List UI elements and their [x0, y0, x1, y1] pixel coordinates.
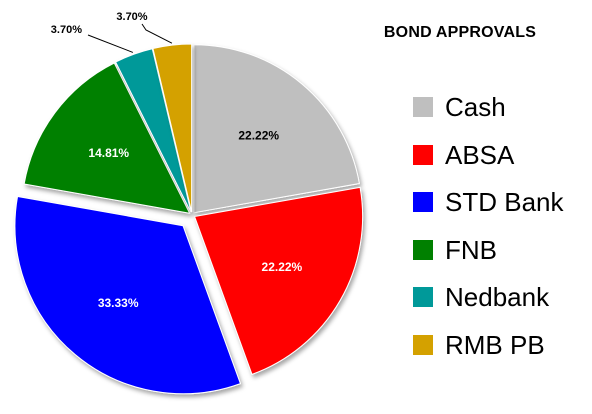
- pie-slice-cash: [193, 44, 360, 214]
- data-label-fnb: 14.81%: [88, 146, 129, 160]
- legend-label-cash: Cash: [445, 92, 506, 122]
- chart-title: BOND APPROVALS: [383, 24, 537, 41]
- leader-line-nedbank: [87, 34, 134, 53]
- pie-slice-rmb-pb: [152, 43, 193, 213]
- legend-label-fnb: FNB: [445, 234, 497, 265]
- legend-swatch-nedbank: [413, 287, 433, 308]
- legend-item-absa: ABSA: [400, 136, 580, 174]
- legend: Cash ABSA STD Bank FNB Nedbank RMB PB: [400, 88, 580, 374]
- pie-slice-std-bank: [14, 195, 242, 395]
- legend-item-nedbank: Nedbank: [400, 278, 580, 316]
- data-label-absa: 22.22%: [262, 260, 303, 274]
- pie-slice-nedbank: [114, 48, 192, 213]
- legend-label-nedbank: Nedbank: [445, 282, 550, 313]
- legend-label-rmb-pb: RMB PB: [445, 329, 545, 360]
- data-label-cash: 22.22%: [238, 128, 279, 142]
- legend-label-std-bank: STD Bank: [445, 187, 564, 218]
- data-label-nedbank: 3.70%: [51, 24, 82, 36]
- legend-item-fnb: FNB: [400, 231, 580, 269]
- legend-swatch-std-bank: [413, 192, 433, 213]
- pie-data-labels: 22.22% 22.22% 33.33% 14.81% 3.70% 3.70%: [51, 11, 303, 310]
- legend-item-cash: Cash: [400, 88, 580, 126]
- legend-label-absa: ABSA: [445, 139, 515, 170]
- data-label-std-bank: 33.33%: [98, 296, 139, 310]
- legend-swatch-absa: [413, 144, 433, 165]
- legend-swatch-rmb-pb: [413, 334, 433, 355]
- pie-slices: [14, 43, 364, 395]
- leader-line-rmb-pb: [141, 23, 173, 44]
- legend-item-std-bank: STD Bank: [400, 183, 580, 221]
- leader-lines: [87, 23, 173, 53]
- legend-swatch-fnb: [413, 239, 433, 260]
- legend-swatch-cash: [413, 97, 433, 117]
- data-label-rmb-pb: 3.70%: [116, 11, 147, 23]
- legend-item-rmb-pb: RMB PB: [400, 326, 580, 364]
- pie-slice-fnb: [23, 62, 191, 214]
- pie-slice-absa: [193, 186, 364, 376]
